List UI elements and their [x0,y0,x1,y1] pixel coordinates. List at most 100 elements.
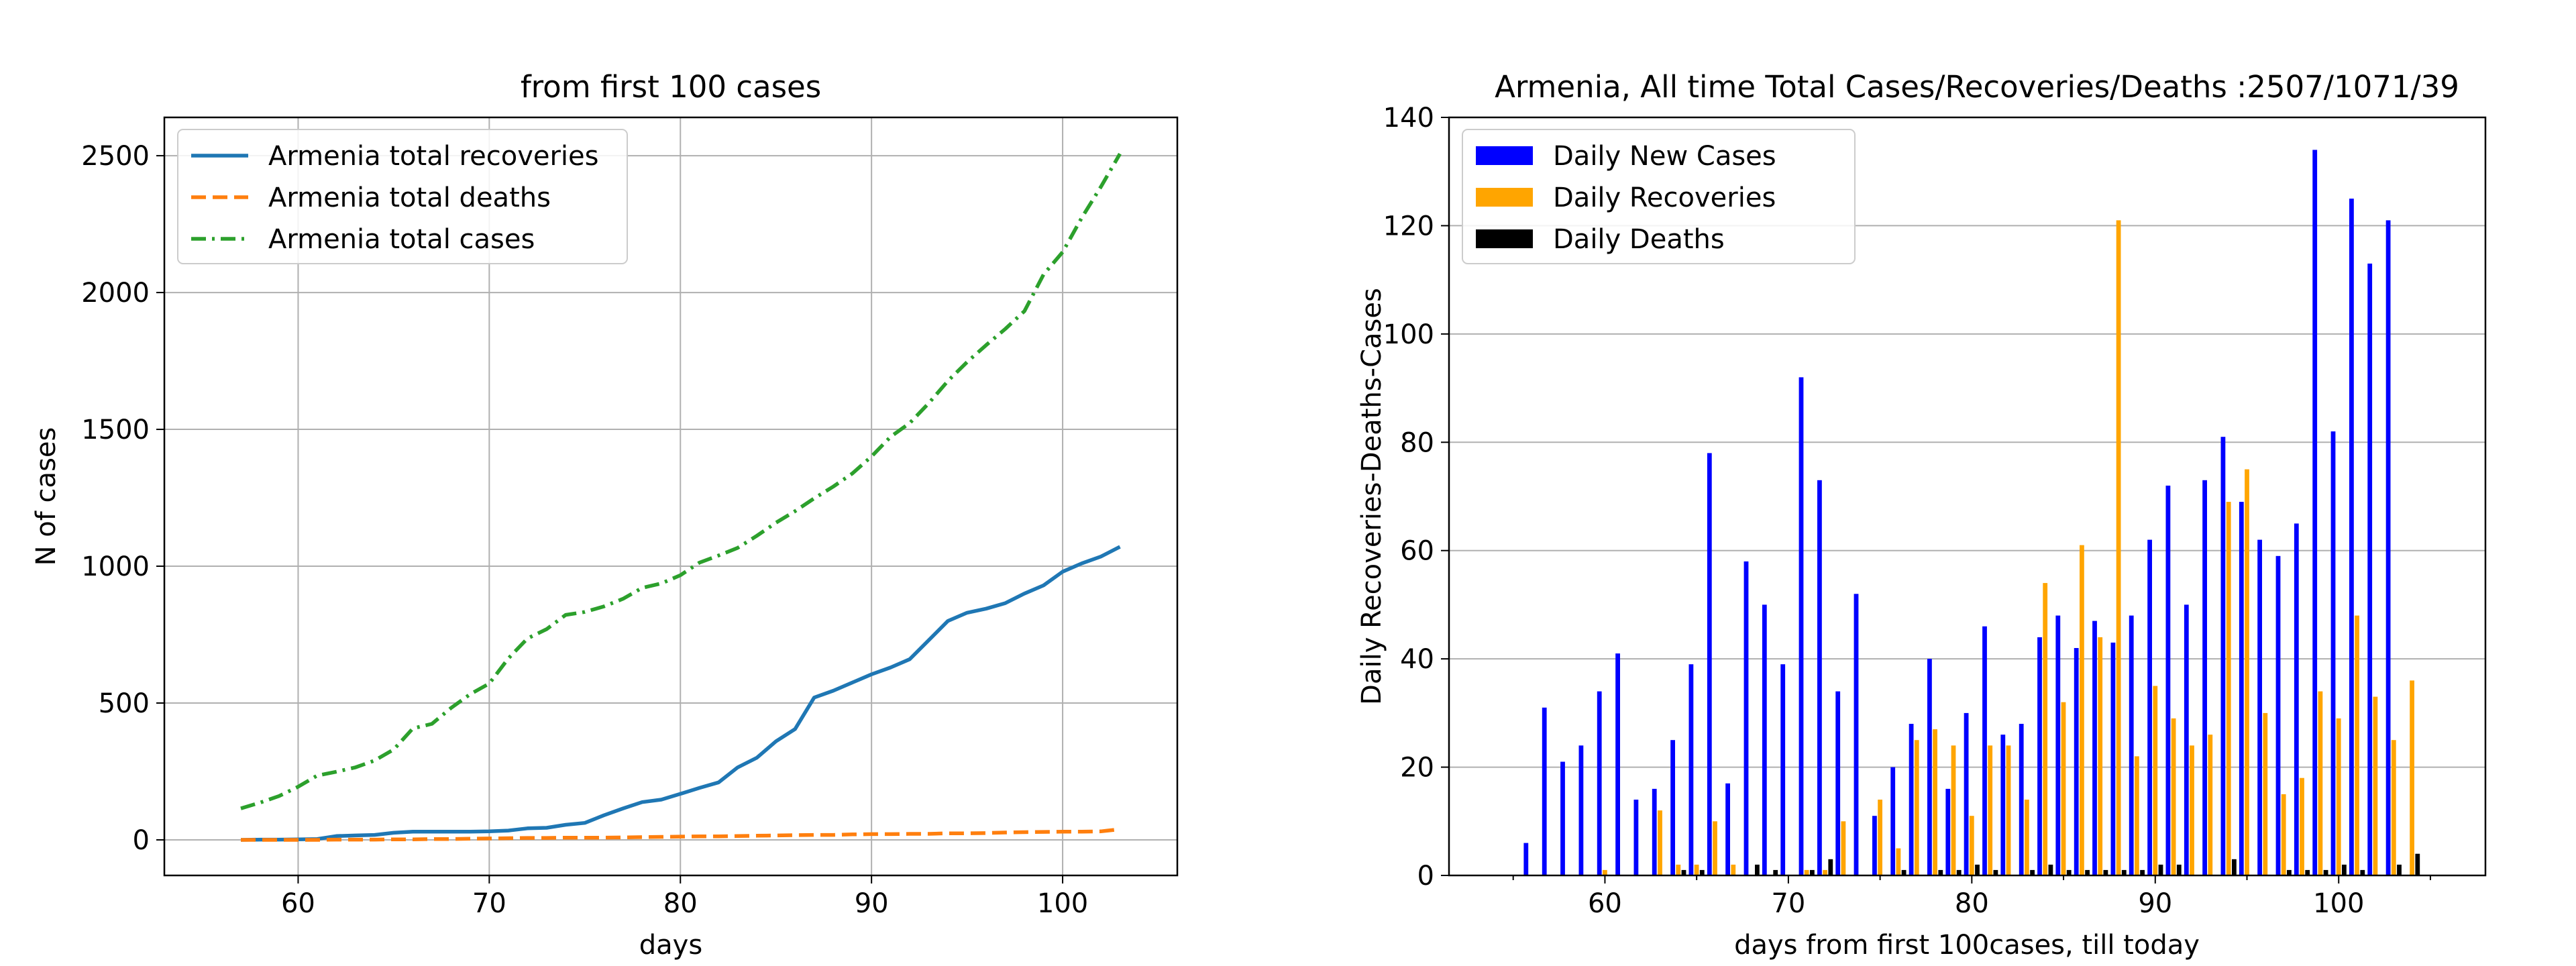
bar-2 [1896,848,1901,875]
bar-2 [1914,740,1919,875]
bar-3 [2121,869,2127,875]
y-axis-ticks: 0 500 1000 1500 2000 2500 [81,141,164,856]
bar-3 [1956,869,1962,875]
x-tick-label: 60 [281,888,315,919]
bar-3 [2140,869,2145,875]
bar-3 [1681,869,1686,875]
x-axis-label: days from first 100cases, till today [1734,930,2200,961]
legend-swatch-1 [1476,146,1533,165]
legend-label-3: Daily Deaths [1553,224,1725,255]
bar-3 [1901,869,1907,875]
bar-1 [2385,220,2391,875]
y-tick-label: 2500 [81,141,150,172]
bar-1 [2074,648,2079,875]
bar-3 [2176,864,2182,875]
bar-1 [1597,691,1602,875]
bar-1 [1523,843,1529,875]
bar-3 [2158,864,2163,875]
x-axis-ticks: 60 70 80 90 100 [281,875,1088,919]
y-tick-label: 100 [1383,319,1434,350]
bar-2 [1694,864,1699,875]
y-tick-label: 0 [1417,861,1434,892]
plot-frame [163,116,1179,877]
bar-3 [1773,869,1778,875]
plot-frame [1448,116,2487,877]
y-tick-label: 500 [99,688,150,719]
bar-3 [1755,864,1760,875]
y-tick-label: 140 [1383,103,1434,133]
bar-1 [1670,740,1675,875]
bar-2 [2281,794,2286,875]
bar-1 [2165,485,2171,875]
cumulative-line-chart: from first 100 cases 60 70 80 90 100 0 500 100… [31,69,1179,961]
bar-3 [2323,869,2328,875]
x-axis-label: days [639,930,702,961]
bar-2 [1713,821,1717,875]
bar-1 [1615,653,1620,875]
bar-3 [2048,864,2053,875]
bar-2 [2336,718,2341,875]
bar-1 [2037,637,2042,875]
legend-swatch-2 [1476,188,1533,207]
bar-2 [2190,745,2194,875]
legend-swatch-3 [1476,229,1533,248]
bar-3 [1993,869,1998,875]
bar-2 [1676,864,1681,875]
bar-2 [2226,502,2231,875]
y-tick-label: 2000 [81,278,150,309]
bar-2 [2080,545,2084,875]
legend-label-2: Armenia total deaths [268,182,551,213]
bar-2 [2318,691,2323,875]
bar-2 [2043,583,2048,875]
x-tick-label: 100 [1037,888,1088,919]
y-axis-ticks: 0 20 40 60 80 100 120 140 [1383,103,1449,892]
bars [1523,150,2420,876]
bar-1 [1890,767,1896,875]
y-tick-label: 1500 [81,415,150,445]
bar-2 [1933,729,1937,875]
x-tick-label: 70 [1771,888,1805,919]
bar-2 [2153,686,2158,875]
bar-1 [1578,745,1584,875]
y-tick-label: 0 [133,825,150,856]
y-tick-label: 60 [1400,536,1434,567]
bar-3 [2305,869,2310,875]
y-tick-label: 20 [1400,753,1434,784]
x-tick-label: 80 [663,888,698,919]
bar-1 [2202,480,2207,875]
bar-3 [2415,853,2420,875]
bar-1 [1780,664,1786,875]
bar-3 [2103,869,2108,875]
bar-2 [2116,220,2121,875]
bar-2 [1658,810,1662,875]
x-tick-label: 70 [472,888,506,919]
bar-2 [1603,869,1607,875]
bar-1 [2312,150,2318,875]
bar-1 [1817,480,1822,875]
bar-3 [2287,869,2292,875]
bar-1 [2294,523,2299,875]
bar-2 [2171,718,2176,875]
bar-3 [1828,859,1833,875]
bar-1 [2184,604,2189,875]
bar-2 [2006,745,2011,875]
bar-3 [2342,864,2347,875]
bar-3 [2397,864,2402,875]
bar-1 [1799,377,1804,875]
bar-1 [1854,594,1859,875]
bar-3 [2066,869,2072,875]
bar-1 [1560,761,1565,875]
bar-1 [1982,626,1987,875]
bar-1 [1909,724,1914,875]
bar-1 [1652,788,1657,875]
bar-2 [2025,800,2029,875]
bar-1 [1964,712,1969,875]
bar-2 [1988,745,1993,875]
bar-1 [2349,199,2354,876]
bar-2 [2135,756,2139,875]
bar-1 [2257,539,2262,875]
bar-2 [1969,816,1974,875]
bar-3 [2360,869,2365,875]
bar-1 [1927,659,1932,875]
x-tick-label: 90 [855,888,889,919]
